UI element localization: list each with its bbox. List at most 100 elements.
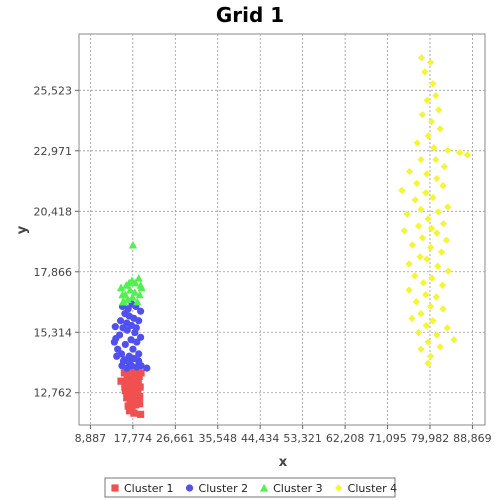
data-point <box>412 298 420 306</box>
data-point <box>126 366 134 375</box>
data-point <box>463 151 471 159</box>
x-tick-label: 35,548 <box>198 432 237 445</box>
y-tick-label: 15,314 <box>34 326 73 339</box>
data-point <box>405 167 414 176</box>
data-point <box>427 118 436 126</box>
data-point <box>405 286 413 294</box>
series-cluster-4 <box>398 54 471 367</box>
data-point <box>400 227 408 235</box>
data-point <box>130 288 139 296</box>
x-tick-label: 26,661 <box>156 432 195 445</box>
series-cluster-1 <box>117 366 145 418</box>
data-point <box>128 292 137 301</box>
data-point <box>129 345 137 353</box>
data-point <box>437 248 446 256</box>
data-point <box>429 193 437 202</box>
series-cluster-3 <box>116 240 146 306</box>
x-tick-label: 44,434 <box>241 432 280 445</box>
data-point <box>137 307 145 315</box>
data-point <box>417 310 425 318</box>
data-point <box>426 58 435 67</box>
y-tick-label: 12,762 <box>34 387 73 400</box>
data-point <box>128 375 136 383</box>
data-point <box>119 297 128 306</box>
legend-marker <box>111 484 119 492</box>
data-point <box>417 54 426 62</box>
data-point <box>413 179 421 187</box>
x-tick-label: 62,208 <box>326 432 365 445</box>
data-point <box>128 240 138 249</box>
data-point <box>432 92 440 100</box>
data-point <box>116 283 126 292</box>
data-point <box>405 260 413 268</box>
data-point <box>424 338 432 346</box>
data-point <box>443 324 451 332</box>
data-point <box>133 297 142 306</box>
data-point <box>427 224 436 232</box>
data-point <box>439 219 448 228</box>
data-point <box>122 281 131 289</box>
data-point <box>411 272 419 280</box>
data-point <box>432 155 440 164</box>
data-point <box>132 324 140 332</box>
data-point <box>411 196 419 204</box>
data-point <box>426 302 435 311</box>
legend-label: Cluster 3 <box>273 482 323 495</box>
legend: Cluster 1 Cluster 2 Cluster 3 Cluster 4 <box>104 477 398 498</box>
data-point <box>440 163 448 171</box>
data-point <box>123 372 131 381</box>
data-point <box>126 285 135 294</box>
data-point <box>434 262 442 270</box>
data-point <box>418 234 427 242</box>
data-point <box>121 340 129 349</box>
data-point <box>428 274 436 282</box>
data-point <box>438 281 447 289</box>
data-point <box>424 215 432 223</box>
legend-item-cluster-3: Cluster 3 <box>259 482 323 495</box>
data-point <box>422 291 430 299</box>
series-cluster-2 <box>110 300 151 372</box>
data-point <box>430 144 438 152</box>
data-point <box>132 401 140 409</box>
y-tick-label: 20,418 <box>34 205 73 218</box>
data-point <box>415 222 423 230</box>
y-tick-label: 22,971 <box>34 145 73 158</box>
plot-background <box>78 33 486 426</box>
data-point <box>137 333 145 341</box>
data-point <box>408 241 416 249</box>
data-point <box>111 323 119 331</box>
data-point <box>434 208 442 216</box>
data-point <box>424 132 432 140</box>
legend-marker <box>185 484 194 492</box>
data-point <box>421 68 429 76</box>
x-tick-label: 79,982 <box>411 432 450 445</box>
data-point <box>423 255 431 263</box>
data-point <box>135 317 143 325</box>
data-point <box>134 378 142 386</box>
data-point <box>423 96 431 104</box>
x-tick-label: 17,774 <box>114 432 153 445</box>
data-point <box>127 336 135 344</box>
legend-label: Cluster 4 <box>348 482 398 495</box>
data-point <box>436 125 444 133</box>
data-point <box>124 402 132 410</box>
data-point <box>135 290 144 299</box>
data-point <box>127 379 135 388</box>
data-point <box>422 321 430 330</box>
data-point <box>426 352 435 360</box>
x-tick-label: 88,869 <box>453 432 492 445</box>
data-point <box>429 80 437 88</box>
scatter-points <box>110 54 471 418</box>
data-point <box>439 182 447 190</box>
data-point <box>136 392 144 401</box>
y-tick-label: 25,523 <box>34 84 73 97</box>
legend-item-cluster-2: Cluster 2 <box>185 482 248 495</box>
data-point <box>423 170 431 178</box>
data-point <box>417 155 425 164</box>
x-axis-label: x <box>279 455 288 470</box>
data-point <box>419 279 427 287</box>
data-point <box>131 278 140 287</box>
x-tick-label: 53,321 <box>283 432 322 445</box>
y-axis-label: y <box>15 225 30 234</box>
data-point <box>133 368 141 376</box>
